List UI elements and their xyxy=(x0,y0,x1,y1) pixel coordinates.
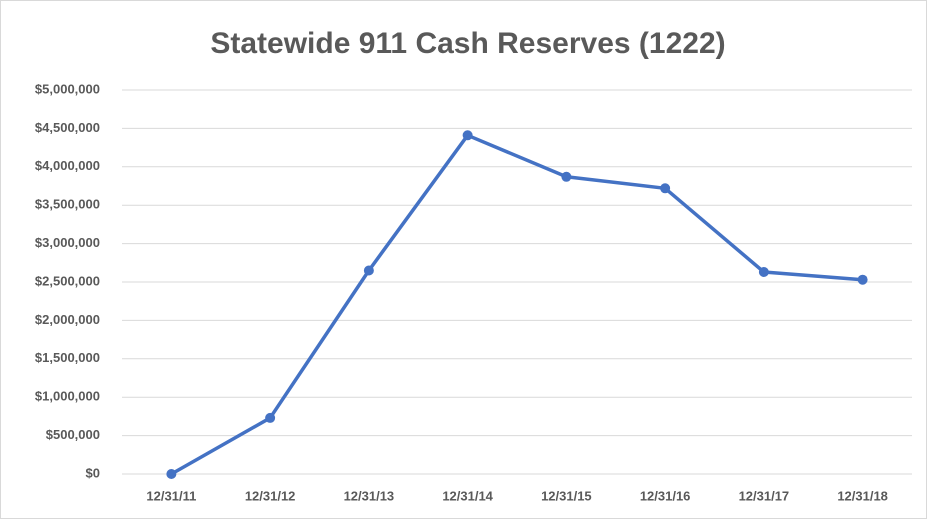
data-point xyxy=(166,469,177,479)
y-tick-label: $3,000,000 xyxy=(35,235,100,250)
data-point xyxy=(265,412,276,423)
y-tick-label: $1,000,000 xyxy=(35,389,100,404)
data-point xyxy=(857,274,868,285)
data-point xyxy=(758,267,769,278)
data-line xyxy=(170,133,863,476)
y-tick-label: $1,500,000 xyxy=(35,350,100,365)
data-point xyxy=(462,130,473,141)
x-tick-label: 12/31/13 xyxy=(344,488,395,503)
data-point xyxy=(660,183,671,194)
y-tick-label: $2,000,000 xyxy=(35,312,100,327)
y-tick-label: $0 xyxy=(86,465,100,480)
x-tick-label: 12/31/14 xyxy=(442,488,493,503)
x-tick-label: 12/31/16 xyxy=(640,488,691,503)
y-tick-label: $4,500,000 xyxy=(35,120,100,135)
x-tick-label: 12/31/12 xyxy=(245,488,296,503)
y-tick-label: $2,500,000 xyxy=(35,273,100,288)
data-point xyxy=(561,171,572,182)
x-tick-label: 12/31/17 xyxy=(739,488,790,503)
x-tick-label: 12/31/15 xyxy=(541,488,592,503)
x-tick-label: 12/31/11 xyxy=(146,488,196,503)
data-point xyxy=(363,265,374,276)
y-tick-label: $4,000,000 xyxy=(35,158,100,173)
chart-title: Statewide 911 Cash Reserves (1222) xyxy=(210,27,725,60)
y-tick-label: $500,000 xyxy=(46,427,100,442)
y-tick-label: $3,500,000 xyxy=(35,197,100,212)
x-tick-label: 12/31/18 xyxy=(837,488,888,503)
y-tick-label: $5,000,000 xyxy=(35,81,100,96)
